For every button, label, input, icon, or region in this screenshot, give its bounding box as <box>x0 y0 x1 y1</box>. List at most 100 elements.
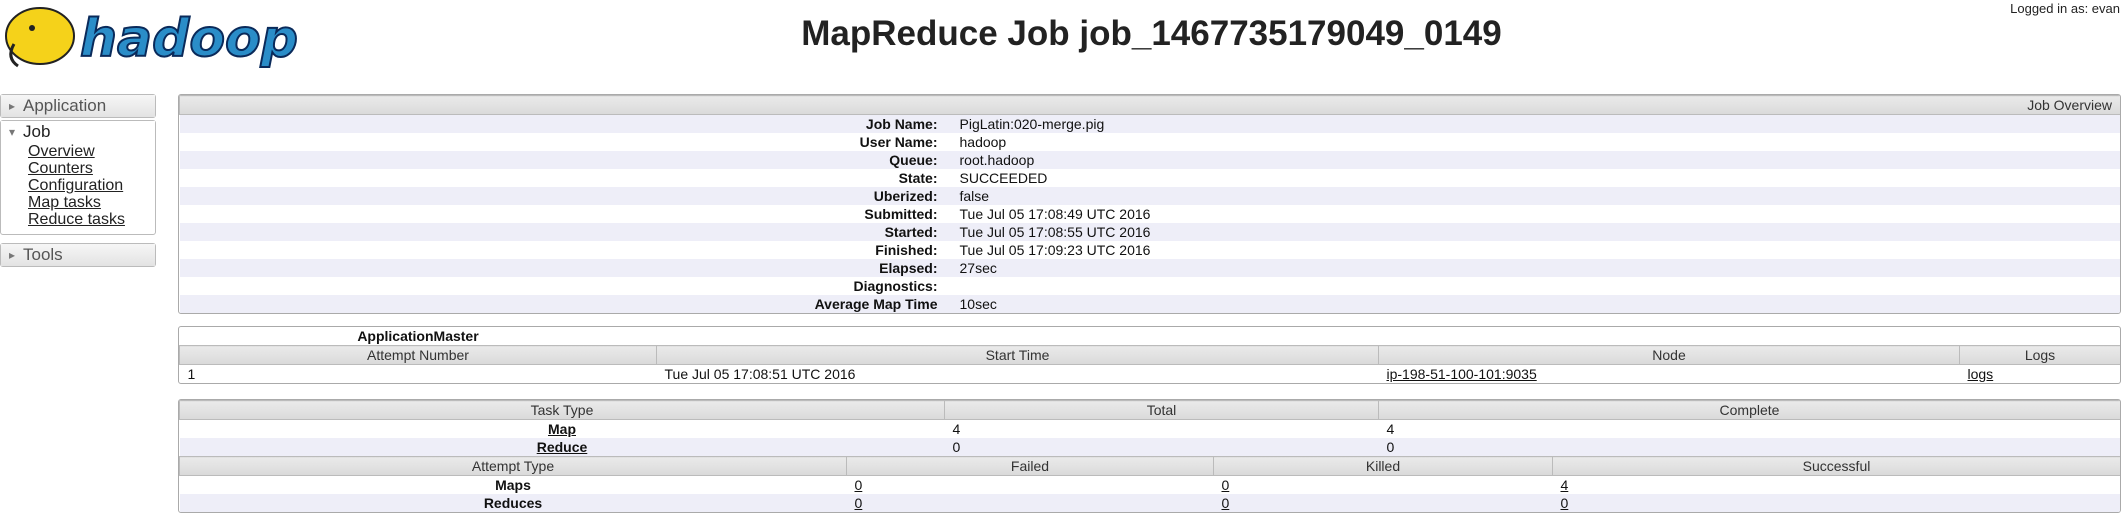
column-header: Logs <box>1959 345 2120 365</box>
overview-row: Queue: root.hadoop <box>179 151 2120 169</box>
field-value: SUCCEEDED <box>959 170 1048 186</box>
node-link[interactable]: ip-198-51-100-101:9035 <box>1386 366 1537 382</box>
count-cell: 0 <box>1213 494 1553 512</box>
count-link[interactable]: 0 <box>1221 477 1230 493</box>
overview-row: Finished: Tue Jul 05 17:09:23 UTC 2016 <box>180 241 2121 259</box>
overview-row: Submitted: Tue Jul 05 17:08:49 UTC 2016 <box>180 205 2121 223</box>
overview-row: Average Map Time 10sec <box>179 295 2120 313</box>
count-link[interactable]: 0 <box>854 495 863 511</box>
field-value: PigLatin:020-merge.pig <box>951 114 2120 133</box>
nav-link[interactable]: Map tasks <box>28 194 101 211</box>
field-label: Started: <box>179 223 952 241</box>
column-header: Killed <box>1213 456 1553 476</box>
overview-row: Diagnostics: <box>180 277 2121 295</box>
task-link[interactable]: Map <box>548 421 576 437</box>
nav-link[interactable]: Overview <box>28 143 95 160</box>
count-link[interactable]: 0 <box>1560 495 1569 511</box>
title-row: ApplicationMaster <box>180 327 2121 346</box>
column-header: Task Type <box>179 400 945 420</box>
nav-header[interactable]: Tools <box>1 244 155 266</box>
complete: 4 <box>1386 421 1395 437</box>
start-time: Tue Jul 05 17:08:51 UTC 2016 <box>664 366 856 382</box>
field-label: Uberized: <box>179 187 952 205</box>
nav-header[interactable]: Application <box>1 95 155 117</box>
cell: 1 <box>180 365 657 384</box>
attempt-type-row: Maps 0 0 4 <box>180 476 2121 495</box>
overview-row: Job Name: PigLatin:020-merge.pig <box>179 114 2120 133</box>
nav-link[interactable]: Counters <box>28 160 93 177</box>
count-cell: 0 <box>847 476 1214 495</box>
tasks-panel: Task Type Total Complete Map 4 4 Reduce 0 0 Attem… <box>178 399 2121 513</box>
field-label: State: <box>898 170 938 186</box>
field-value: 27sec <box>951 259 2120 277</box>
nav-link[interactable]: Reduce tasks <box>28 211 125 228</box>
table: Attempt Type Failed Killed Successful Maps 0 0… <box>179 456 2121 512</box>
column-header: Successful <box>1552 456 2120 476</box>
table: ApplicationMaster Attempt Number Start Tim… <box>179 327 2121 384</box>
blank <box>657 327 1379 346</box>
field-value: Tue Jul 05 17:08:55 UTC 2016 <box>951 223 2120 241</box>
nav-section: Tools <box>0 243 156 267</box>
table: Task Type Total Complete Map 4 4 Reduce 0 0 <box>179 400 2120 456</box>
field-label: Average Map Time <box>179 295 952 313</box>
task-type: Reduce <box>179 438 945 456</box>
logs-link[interactable]: logs <box>1967 366 1994 382</box>
page-title: MapReduce Job job_1467735179049_0149 <box>801 14 1502 53</box>
column-header: Start Time <box>656 345 1379 365</box>
field-value: hadoop <box>959 134 1007 150</box>
task-link[interactable]: Reduce <box>536 439 588 455</box>
header-row: Task Type Total Complete <box>179 400 2120 420</box>
column-header: Attempt Number <box>179 345 657 365</box>
field-label: Queue: <box>179 151 952 169</box>
count-link[interactable]: 0 <box>854 477 863 493</box>
count-link[interactable]: 4 <box>1560 477 1569 493</box>
nav-header[interactable]: Job <box>1 121 155 143</box>
column-header: Node <box>1378 345 1960 365</box>
header-row: Job Overview <box>179 95 2120 115</box>
sidebar: Application JobOverviewCountersConfigurat… <box>0 94 156 269</box>
blank <box>1960 327 2121 346</box>
field-label: Diagnostics: <box>853 278 938 294</box>
table: Job Overview Job Name: PigLatin:020-merge.… <box>179 95 2121 313</box>
application-master-panel: ApplicationMaster Attempt Number Start Tim… <box>178 326 2121 384</box>
column-header: Attempt Type <box>179 456 847 476</box>
column-header: Complete <box>1378 400 2120 420</box>
count-cell: 4 <box>1553 476 2121 495</box>
count-link[interactable]: 0 <box>1221 495 1230 511</box>
column-header: Total <box>944 400 1379 420</box>
cell: Tue Jul 05 17:08:51 UTC 2016 <box>657 365 1379 384</box>
field-label: Elapsed: <box>179 259 952 277</box>
header-row: Attempt Type Failed Killed Successful <box>179 456 2120 476</box>
task-type: Map <box>180 420 945 439</box>
job-overview-panel: Job Overview Job Name: PigLatin:020-merge.… <box>178 94 2121 314</box>
attempt-row: 1 Tue Jul 05 17:08:51 UTC 2016 ip-198-51-1… <box>180 365 2121 384</box>
logo-text: hadoop <box>80 9 298 69</box>
field-label: User Name: <box>859 134 938 150</box>
overview-row: Uberized: false <box>179 187 2120 205</box>
field-label: Submitted: <box>864 206 938 222</box>
field-value: Tue Jul 05 17:09:23 UTC 2016 <box>959 242 1151 258</box>
nav-section: Application <box>0 94 156 118</box>
complete: 0 <box>1378 438 2120 456</box>
field-value: Tue Jul 05 17:08:49 UTC 2016 <box>959 206 1151 222</box>
blank <box>1379 327 1960 346</box>
cell: logs <box>1960 365 2121 384</box>
total: 0 <box>944 438 1379 456</box>
overview-row: Started: Tue Jul 05 17:08:55 UTC 2016 <box>179 223 2120 241</box>
attempt-type: Maps <box>495 477 531 493</box>
panel-title: Job Overview <box>179 95 2120 115</box>
field-label: Finished: <box>875 242 938 258</box>
overview-row: User Name: hadoop <box>180 133 2121 151</box>
section-title: ApplicationMaster <box>357 328 479 344</box>
column-header: Failed <box>846 456 1214 476</box>
header-row: Attempt Number Start Time Node Logs <box>179 345 2120 365</box>
count-cell: 0 <box>846 494 1214 512</box>
nav-link[interactable]: Configuration <box>28 177 124 194</box>
task-row: Reduce 0 0 <box>179 438 2120 456</box>
logo: hadoop <box>5 7 299 70</box>
count-cell: 0 <box>1552 494 2120 512</box>
field-value: false <box>951 187 2120 205</box>
